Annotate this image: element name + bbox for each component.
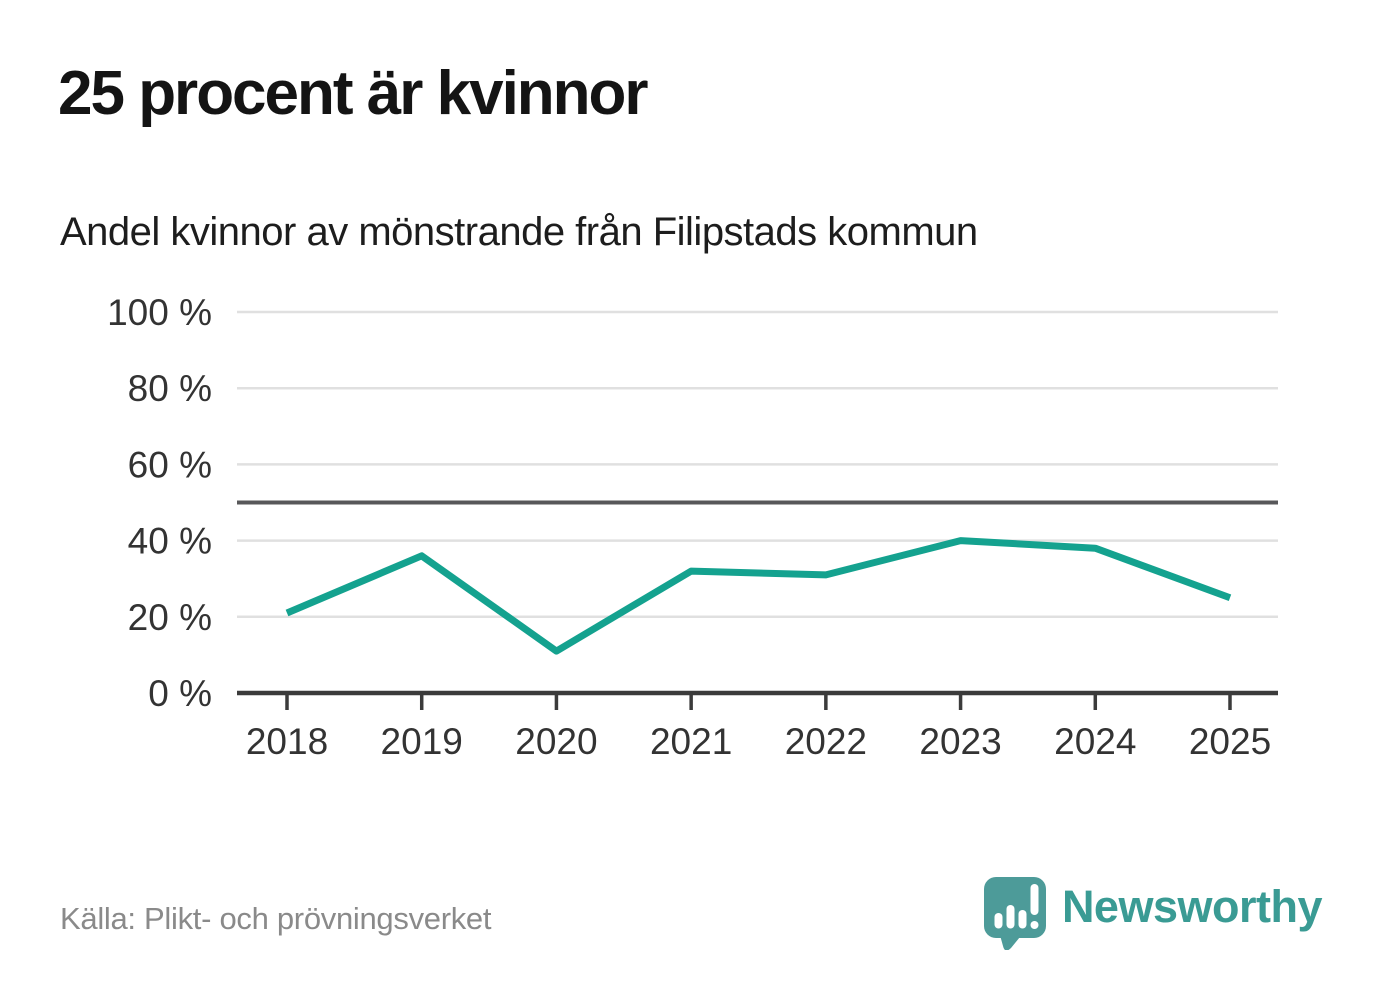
x-tick-label: 2018 xyxy=(246,721,328,762)
x-tick-label: 2023 xyxy=(919,721,1001,762)
x-tick-label: 2020 xyxy=(515,721,597,762)
newsworthy-logo: Newsworthy xyxy=(983,876,1323,950)
chart-subtitle: Andel kvinnor av mönstrande från Filipst… xyxy=(60,210,978,254)
x-tick-label: 2022 xyxy=(785,721,867,762)
newsworthy-logo-text: Newsworthy xyxy=(1061,881,1323,932)
y-tick-label: 20 % xyxy=(128,597,212,638)
speech-bubble-chart-icon xyxy=(983,877,1046,950)
source-note: Källa: Plikt- och prövningsverket xyxy=(60,901,492,936)
y-tick-label: 100 % xyxy=(107,292,212,333)
x-tick-label: 2021 xyxy=(650,721,732,762)
data-line xyxy=(285,537,1232,655)
x-tick-label: 2019 xyxy=(381,721,463,762)
newsworthy-logo-icon xyxy=(983,877,1046,950)
chart-title: 25 procent är kvinnor xyxy=(58,59,649,128)
x-tick-label: 2024 xyxy=(1054,721,1136,762)
x-tick-label: 2025 xyxy=(1189,721,1271,762)
y-tick-label: 80 % xyxy=(128,368,212,409)
y-tick-label: 40 % xyxy=(128,521,212,562)
y-tick-label: 60 % xyxy=(128,444,212,485)
y-tick-label: 0 % xyxy=(148,673,212,714)
